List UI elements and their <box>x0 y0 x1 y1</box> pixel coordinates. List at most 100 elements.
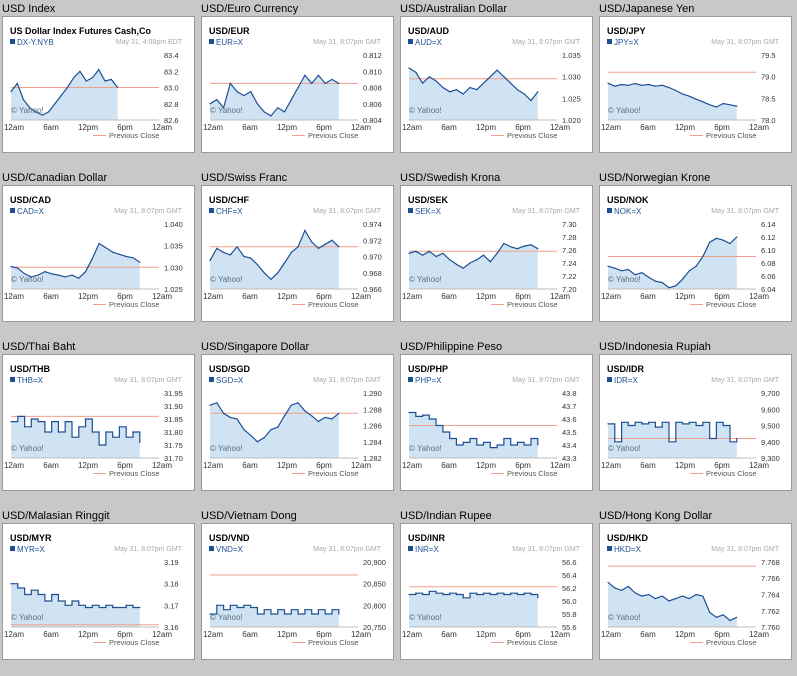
chart-panel: USD/Canadian Dollar USD/CAD CAD=X May 31, 8… <box>0 169 199 338</box>
ticker-link[interactable]: CHF=X <box>209 207 242 216</box>
y-tick-label: 56.6 <box>562 558 577 567</box>
chart-card[interactable]: USD/SGD SGD=X May 31, 8:07pm GMT 1.282 1.284… <box>201 354 394 491</box>
x-tick-label: 6am <box>640 461 656 470</box>
price-point <box>435 80 437 82</box>
x-tick-label: 12pm <box>675 461 695 470</box>
ticker-link[interactable]: PHP=X <box>408 376 441 385</box>
price-point <box>415 415 417 417</box>
ticker-link[interactable]: AUD=X <box>408 38 442 47</box>
price-point <box>729 619 731 622</box>
chart-card[interactable]: USD/VND VND=X May 31, 8:07pm GMT 20,750 20,8… <box>201 523 394 660</box>
price-point <box>422 82 424 84</box>
ticker-square-icon <box>209 546 214 551</box>
chart-svg: 55.6 55.8 56.0 56.2 56.4 56.6 12am 6am 12pm 6pm 12… <box>402 558 577 639</box>
chart-card[interactable]: USD/JPY JPY=X May 31, 8:07pm GMT 78.0 78.5 79… <box>599 16 792 153</box>
chart-card[interactable]: USD/NOK NOK=X May 31, 8:07pm GMT 6.04 6.06 6.… <box>599 185 792 322</box>
price-point <box>132 431 134 433</box>
chart-card[interactable]: USD/CAD CAD=X May 31, 8:07pm GMT 1.025 1.030… <box>2 185 195 322</box>
price-point <box>503 242 505 245</box>
price-point <box>449 437 451 440</box>
price-point <box>84 606 87 609</box>
price-point <box>537 444 539 446</box>
ticker-link[interactable]: CAD=X <box>10 207 44 216</box>
chart-legend: Previous Close <box>491 131 557 140</box>
yahoo-watermark: © Yahoo! <box>608 275 641 284</box>
ticker-link[interactable]: HKD=X <box>607 545 641 554</box>
ticker-link[interactable]: EUR=X <box>209 38 243 47</box>
panel-title: USD/Indonesia Rupiah <box>599 341 711 353</box>
chart-card[interactable]: USD/IDR IDR=X May 31, 8:07pm GMT 9,300 9,400… <box>599 354 792 491</box>
ticker-link[interactable]: DX-Y.NYB <box>10 38 54 47</box>
chart-card[interactable]: US Dollar Index Futures Cash,Co DX-Y.NYB M… <box>2 16 195 153</box>
price-point <box>250 606 252 609</box>
ticker-link[interactable]: MYR=X <box>10 545 45 554</box>
price-point <box>125 255 127 258</box>
price-point <box>263 437 265 439</box>
x-tick-label: 12am <box>749 630 769 639</box>
chart-card[interactable]: USD/SEK SEK=X May 31, 8:07pm GMT 7.20 7.22 7.… <box>400 185 593 322</box>
ticker-label: EUR=X <box>216 38 243 47</box>
ticker-link[interactable]: SEK=X <box>408 207 441 216</box>
price-line <box>209 74 340 117</box>
chart-svg: 9,300 9,400 9,500 9,600 9,700 12am 6am 12pm 6pm 1… <box>601 389 780 470</box>
legend-line-icon <box>292 473 305 474</box>
price-point <box>709 241 711 243</box>
chart-svg: 6.04 6.06 6.08 6.10 6.12 6.14 12am 6am 12pm 6pm 12… <box>601 220 776 301</box>
price-point <box>250 434 252 436</box>
chart-timestamp: May 31, 8:07pm GMT <box>114 208 182 215</box>
chart-card[interactable]: USD/INR INR=X May 31, 8:07pm GMT 55.6 55.8 56… <box>400 523 593 660</box>
chart-card[interactable]: USD/MYR MYR=X May 31, 8:07pm GMT 3.16 3.17 3.… <box>2 523 195 660</box>
x-tick-label: 6am <box>43 123 59 132</box>
price-point <box>338 412 340 414</box>
ticker-link[interactable]: NOK=X <box>607 207 641 216</box>
price-point <box>85 80 87 82</box>
price-point <box>715 237 717 239</box>
y-tick-label: 1.040 <box>164 220 183 229</box>
chart-card[interactable]: USD/EUR EUR=X May 31, 8:07pm GMT 0.804 0.806… <box>201 16 394 153</box>
chart-card[interactable]: USD/CHF CHF=X May 31, 8:07pm GMT 0.966 0.968… <box>201 185 394 322</box>
price-area <box>210 605 339 627</box>
price-point <box>236 606 238 609</box>
price-point <box>223 251 225 253</box>
price-point <box>415 250 417 252</box>
price-point <box>277 426 279 428</box>
ticker-link[interactable]: VND=X <box>209 545 243 554</box>
x-tick-label: 12pm <box>476 461 496 470</box>
price-point <box>71 600 73 602</box>
price-area <box>409 243 538 289</box>
price-point <box>236 91 238 93</box>
y-tick-label: 1.035 <box>562 51 581 60</box>
ticker-link[interactable]: SGD=X <box>209 376 243 385</box>
y-tick-label: 78.0 <box>761 116 776 125</box>
x-tick-label: 12am <box>4 630 24 639</box>
price-point <box>462 93 464 95</box>
price-point <box>10 421 12 423</box>
x-tick-label: 6am <box>640 292 656 301</box>
ticker-link[interactable]: INR=X <box>408 545 439 554</box>
chart-card[interactable]: USD/PHP PHP=X May 31, 8:07pm GMT 43.3 43.4 43… <box>400 354 593 491</box>
ticker-link[interactable]: IDR=X <box>607 376 638 385</box>
price-point <box>84 418 87 420</box>
x-tick-label: 12am <box>203 630 223 639</box>
y-tick-label: 7.20 <box>562 285 577 294</box>
chart-card[interactable]: USD/THB THB=X May 31, 8:07pm GMT 31.70 31.75… <box>2 354 195 491</box>
price-point <box>132 606 134 609</box>
ticker-link[interactable]: THB=X <box>10 376 43 385</box>
price-point <box>223 609 225 611</box>
chart-card[interactable]: USD/AUD AUD=X May 31, 8:07pm GMT 1.020 1.025… <box>400 16 593 153</box>
price-point <box>641 84 643 86</box>
ticker-link[interactable]: JPY=X <box>607 38 639 47</box>
price-point <box>462 441 464 443</box>
chart-card[interactable]: USD/HKD HKD=X May 31, 8:07pm GMT 7.760 7.762… <box>599 523 792 660</box>
chart-panel: USD/Norwegian Krone USD/NOK NOK=X May 31, 8… <box>597 169 796 338</box>
x-tick-label: 12am <box>152 123 172 132</box>
price-point <box>621 589 623 591</box>
price-point <box>614 267 616 269</box>
y-tick-label: 20,800 <box>363 601 386 610</box>
price-point <box>297 246 299 248</box>
price-point <box>338 613 340 615</box>
y-tick-label: 0.804 <box>363 116 382 125</box>
y-tick-label: 1.286 <box>363 422 382 431</box>
x-tick-label: 12am <box>749 292 769 301</box>
price-point <box>668 600 670 602</box>
